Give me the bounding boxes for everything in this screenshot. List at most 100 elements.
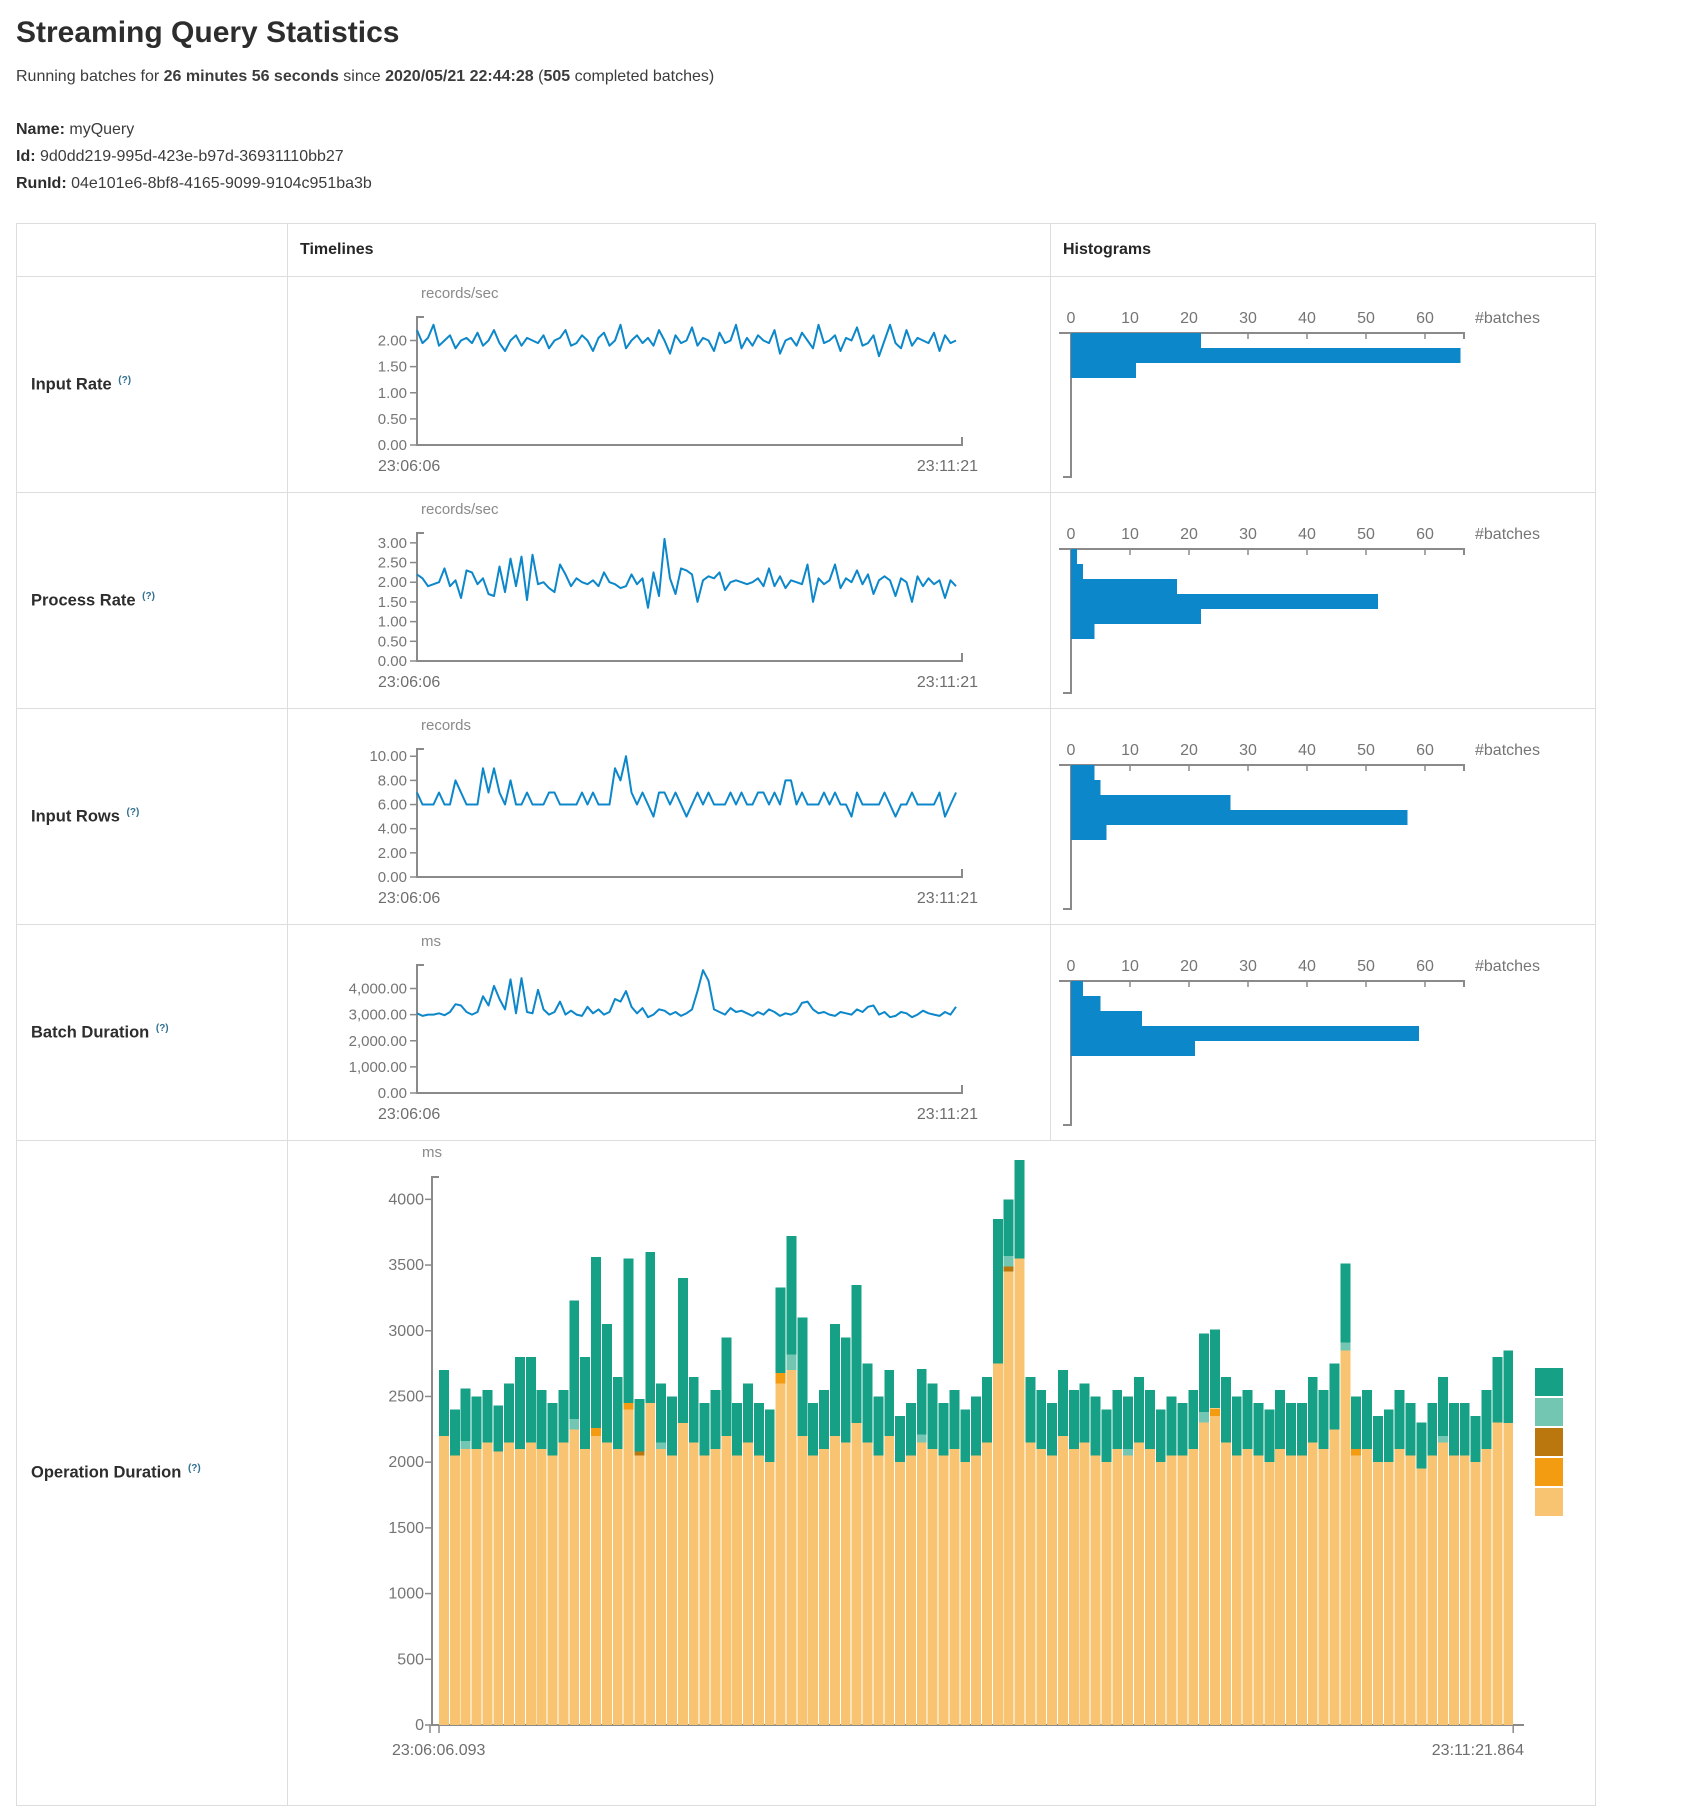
op-bar-segment-teal (1449, 1403, 1459, 1456)
hist-bar (1071, 1011, 1142, 1026)
help-icon[interactable]: (?) (155, 1022, 169, 1034)
op-bar-segment-teal (938, 1403, 949, 1456)
op-bar-segment-orange (591, 1428, 601, 1436)
op-bar-segment-teal (1329, 1363, 1340, 1430)
query-metadata: Name: myQuery Id: 9d0dd219-995d-423e-b97… (16, 116, 1693, 197)
op-bar-segment-light_orange (1373, 1462, 1383, 1725)
batches-axis-label: #batches (1475, 526, 1540, 543)
op-bar-segment-teal (1068, 1389, 1079, 1449)
op-bar-segment-teal (439, 1370, 449, 1436)
op-bar-segment-teal (808, 1403, 819, 1456)
op-bar-segment-teal (1362, 1389, 1372, 1449)
op-bar-segment-light_orange (1307, 1442, 1318, 1725)
op-bar-segment-light_orange (1177, 1455, 1188, 1725)
op-bar-segment-teal (797, 1317, 808, 1436)
y-tick-label: 2500 (388, 1388, 424, 1405)
y-tick-label: 3000 (388, 1323, 424, 1340)
op-bar-segment-light_orange (1047, 1455, 1058, 1725)
hist-bar (1071, 981, 1083, 996)
op-bar-segment-light_teal (460, 1441, 471, 1449)
statistics-table: Timelines Histograms Input Rate (?) reco… (16, 223, 1596, 1806)
hist-tick-label: 20 (1180, 742, 1198, 759)
op-bar-segment-light_orange (623, 1409, 634, 1725)
op-bar-segment-light_orange (601, 1442, 612, 1725)
legend-swatch[interactable] (1535, 1458, 1563, 1486)
legend-swatch[interactable] (1535, 1428, 1563, 1456)
op-bar-segment-light_orange (1090, 1455, 1101, 1725)
op-bar-segment-light_orange (536, 1449, 547, 1725)
x-axis-end-label: 23:11:21 (917, 890, 978, 907)
y-tick-label: 2.00 (378, 333, 407, 350)
op-bar-segment-dark_orange (1003, 1266, 1014, 1272)
hist-tick-label: 50 (1357, 526, 1375, 543)
help-icon[interactable]: (?) (126, 806, 140, 818)
op-bar-segment-teal (1003, 1199, 1014, 1256)
op-bar-segment-teal (1242, 1389, 1253, 1449)
op-bar-segment-light_orange (1427, 1455, 1438, 1725)
hist-bar (1071, 564, 1083, 579)
op-bar-segment-teal (1101, 1409, 1112, 1463)
legend-swatch[interactable] (1535, 1398, 1563, 1426)
op-bar-segment-light_orange (1123, 1455, 1134, 1725)
help-icon[interactable]: (?) (187, 1463, 201, 1475)
hist-tick-label: 10 (1121, 742, 1139, 759)
op-bar-segment-light_orange (1362, 1449, 1372, 1725)
hist-bar (1071, 765, 1095, 780)
op-bar-segment-light_orange (927, 1449, 938, 1725)
op-bar-segment-teal (1405, 1403, 1416, 1456)
op-bar-segment-light_orange (547, 1455, 558, 1725)
op-bar-segment-light_orange (1199, 1422, 1210, 1725)
op-bar-segment-light_orange (580, 1449, 591, 1725)
page-title: Streaming Query Statistics (16, 16, 400, 49)
op-bar-segment-teal (699, 1403, 710, 1456)
y-tick-label: 3,000.00 (349, 1007, 407, 1024)
op-bar-segment-teal (493, 1405, 504, 1452)
legend-swatch[interactable] (1535, 1368, 1563, 1396)
op-bar-segment-light_orange (819, 1449, 829, 1725)
op-bar-segment-teal (1427, 1403, 1438, 1456)
op-bar-segment-light_orange (797, 1435, 808, 1725)
op-bar-segment-teal (775, 1287, 786, 1373)
op-bar-segment-teal (1231, 1396, 1242, 1456)
hist-tick-label: 20 (1180, 310, 1198, 327)
op-bar-segment-light_orange (862, 1442, 873, 1725)
op-bar-segment-light_orange (688, 1442, 699, 1725)
op-bar-segment-light_orange (982, 1442, 992, 1725)
hist-bar (1071, 825, 1107, 840)
help-icon[interactable]: (?) (142, 590, 155, 602)
x-axis-start-label: 23:06:06 (378, 674, 440, 691)
op-bar-segment-teal (884, 1370, 895, 1436)
op-bar-segment-teal (786, 1236, 797, 1355)
op-bar-segment-teal (1373, 1416, 1383, 1463)
op-bar-segment-teal (667, 1396, 677, 1456)
op-bar-segment-teal (1383, 1409, 1394, 1463)
unit-label: records/sec (421, 501, 499, 518)
y-tick-label: 3.00 (378, 535, 407, 552)
op-bar-segment-teal (1155, 1409, 1166, 1463)
op-bar-segment-teal (819, 1389, 829, 1449)
op-bar-segment-light_orange (1438, 1442, 1448, 1725)
batches-axis-label: #batches (1475, 742, 1540, 759)
x-axis-end-label: 23:11:21 (917, 674, 978, 691)
op-bar-segment-light_orange (1329, 1429, 1340, 1725)
op-bar-segment-light_teal (916, 1434, 927, 1443)
hist-bar (1071, 780, 1101, 795)
op-bar-segment-light_orange (1405, 1455, 1416, 1725)
op-bar-segment-light_orange (764, 1462, 775, 1725)
name-value: myQuery (69, 121, 135, 138)
help-icon[interactable]: (?) (118, 374, 132, 386)
op-bar-segment-light_teal (1003, 1255, 1014, 1267)
op-bar-segment-teal (982, 1376, 992, 1443)
op-bar-segment-teal (1438, 1376, 1448, 1436)
legend-swatch[interactable] (1535, 1488, 1563, 1516)
op-bar-segment-light_orange (634, 1455, 645, 1725)
op-bar-segment-light_orange (971, 1455, 981, 1725)
op-bar-segment-orange (1351, 1449, 1362, 1456)
op-bar-segment-light_orange (916, 1442, 927, 1725)
hist-tick-label: 40 (1298, 742, 1316, 759)
timeline-series-line (416, 755, 957, 818)
op-bar-segment-teal (1481, 1389, 1492, 1449)
timelines-header: Timelines (287, 223, 1051, 277)
op-bar-segment-light_orange (840, 1442, 851, 1725)
op-bar-segment-light_orange (1068, 1449, 1079, 1725)
